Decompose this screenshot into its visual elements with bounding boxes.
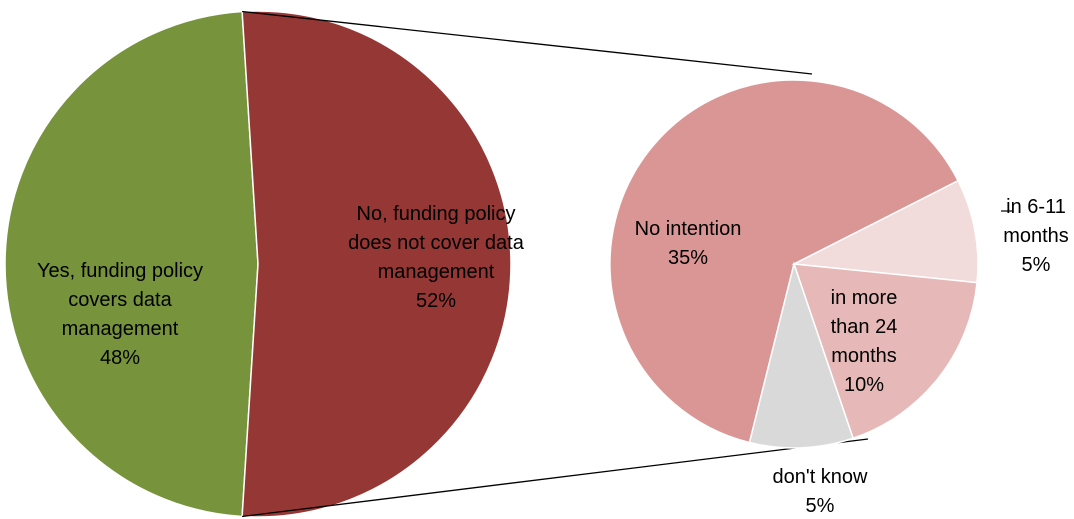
main-slice-yes-funding-policy-cover	[4, 10, 259, 518]
connector-line-top	[242, 10, 813, 75]
secondary-slice-don-t-know	[748, 261, 855, 449]
secondary-slice-in-more-than-24-months	[792, 263, 978, 440]
main-label-yes: Yes, funding policy covers data management…	[37, 260, 203, 369]
connector-lines	[242, 10, 869, 518]
secondary-label-in-more-than-24-months: in more than 24 months 10%	[831, 287, 898, 396]
main-pie	[4, 10, 512, 518]
secondary-slice-in-6-11-months	[791, 179, 979, 284]
data-labels: Yes, funding policy covers data management…	[37, 196, 1069, 517]
secondary-label-don-t-know: don't know 5%	[773, 466, 869, 517]
connector-line-bottom	[242, 438, 869, 518]
secondary-label-in-6-11-months: in 6-11 months 5%	[1003, 196, 1069, 276]
main-label-no: No, funding policy does not cover data man…	[348, 203, 525, 312]
secondary-pie	[609, 79, 979, 449]
main-slice-no-funding-policy-does-n	[241, 10, 512, 518]
secondary-label-no-intention: No intention 35%	[635, 218, 742, 269]
secondary-slice-no-intention	[609, 79, 960, 444]
